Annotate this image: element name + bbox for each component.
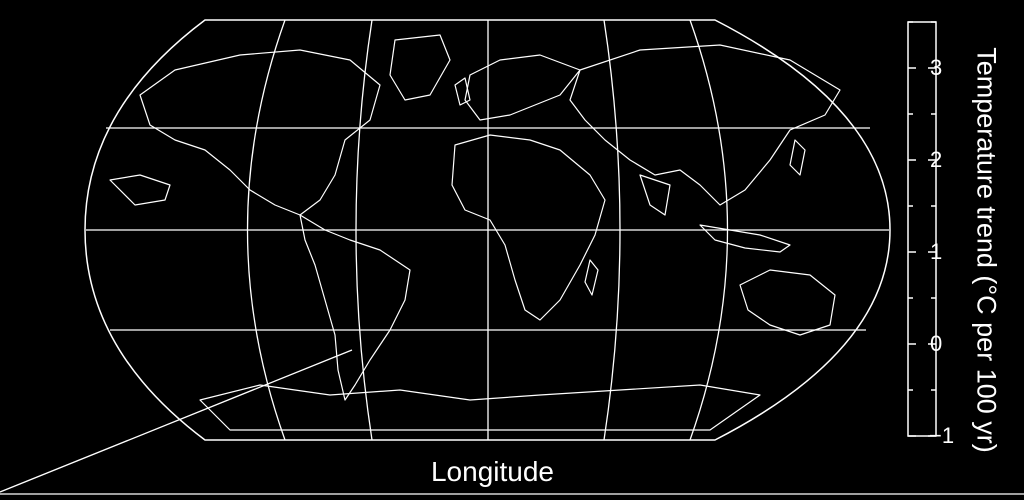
colorbar-tick-label: 3	[930, 55, 943, 80]
colorbar	[907, 21, 937, 437]
map-outline	[84, 19, 891, 441]
pointer-line	[0, 349, 353, 493]
colorbar-tick-label: 1	[930, 239, 943, 264]
x-axis-label: Longitude	[430, 456, 554, 487]
colorbar-label: Temperature trend (°C per 100 yr)	[971, 47, 1002, 453]
colorbar-tick-label: −1	[929, 423, 955, 448]
colorbar-ticks	[908, 21, 936, 437]
colorbar-tick-label: 2	[930, 147, 943, 172]
coastlines	[109, 34, 841, 431]
colorbar-tick-label: 0	[930, 331, 943, 356]
